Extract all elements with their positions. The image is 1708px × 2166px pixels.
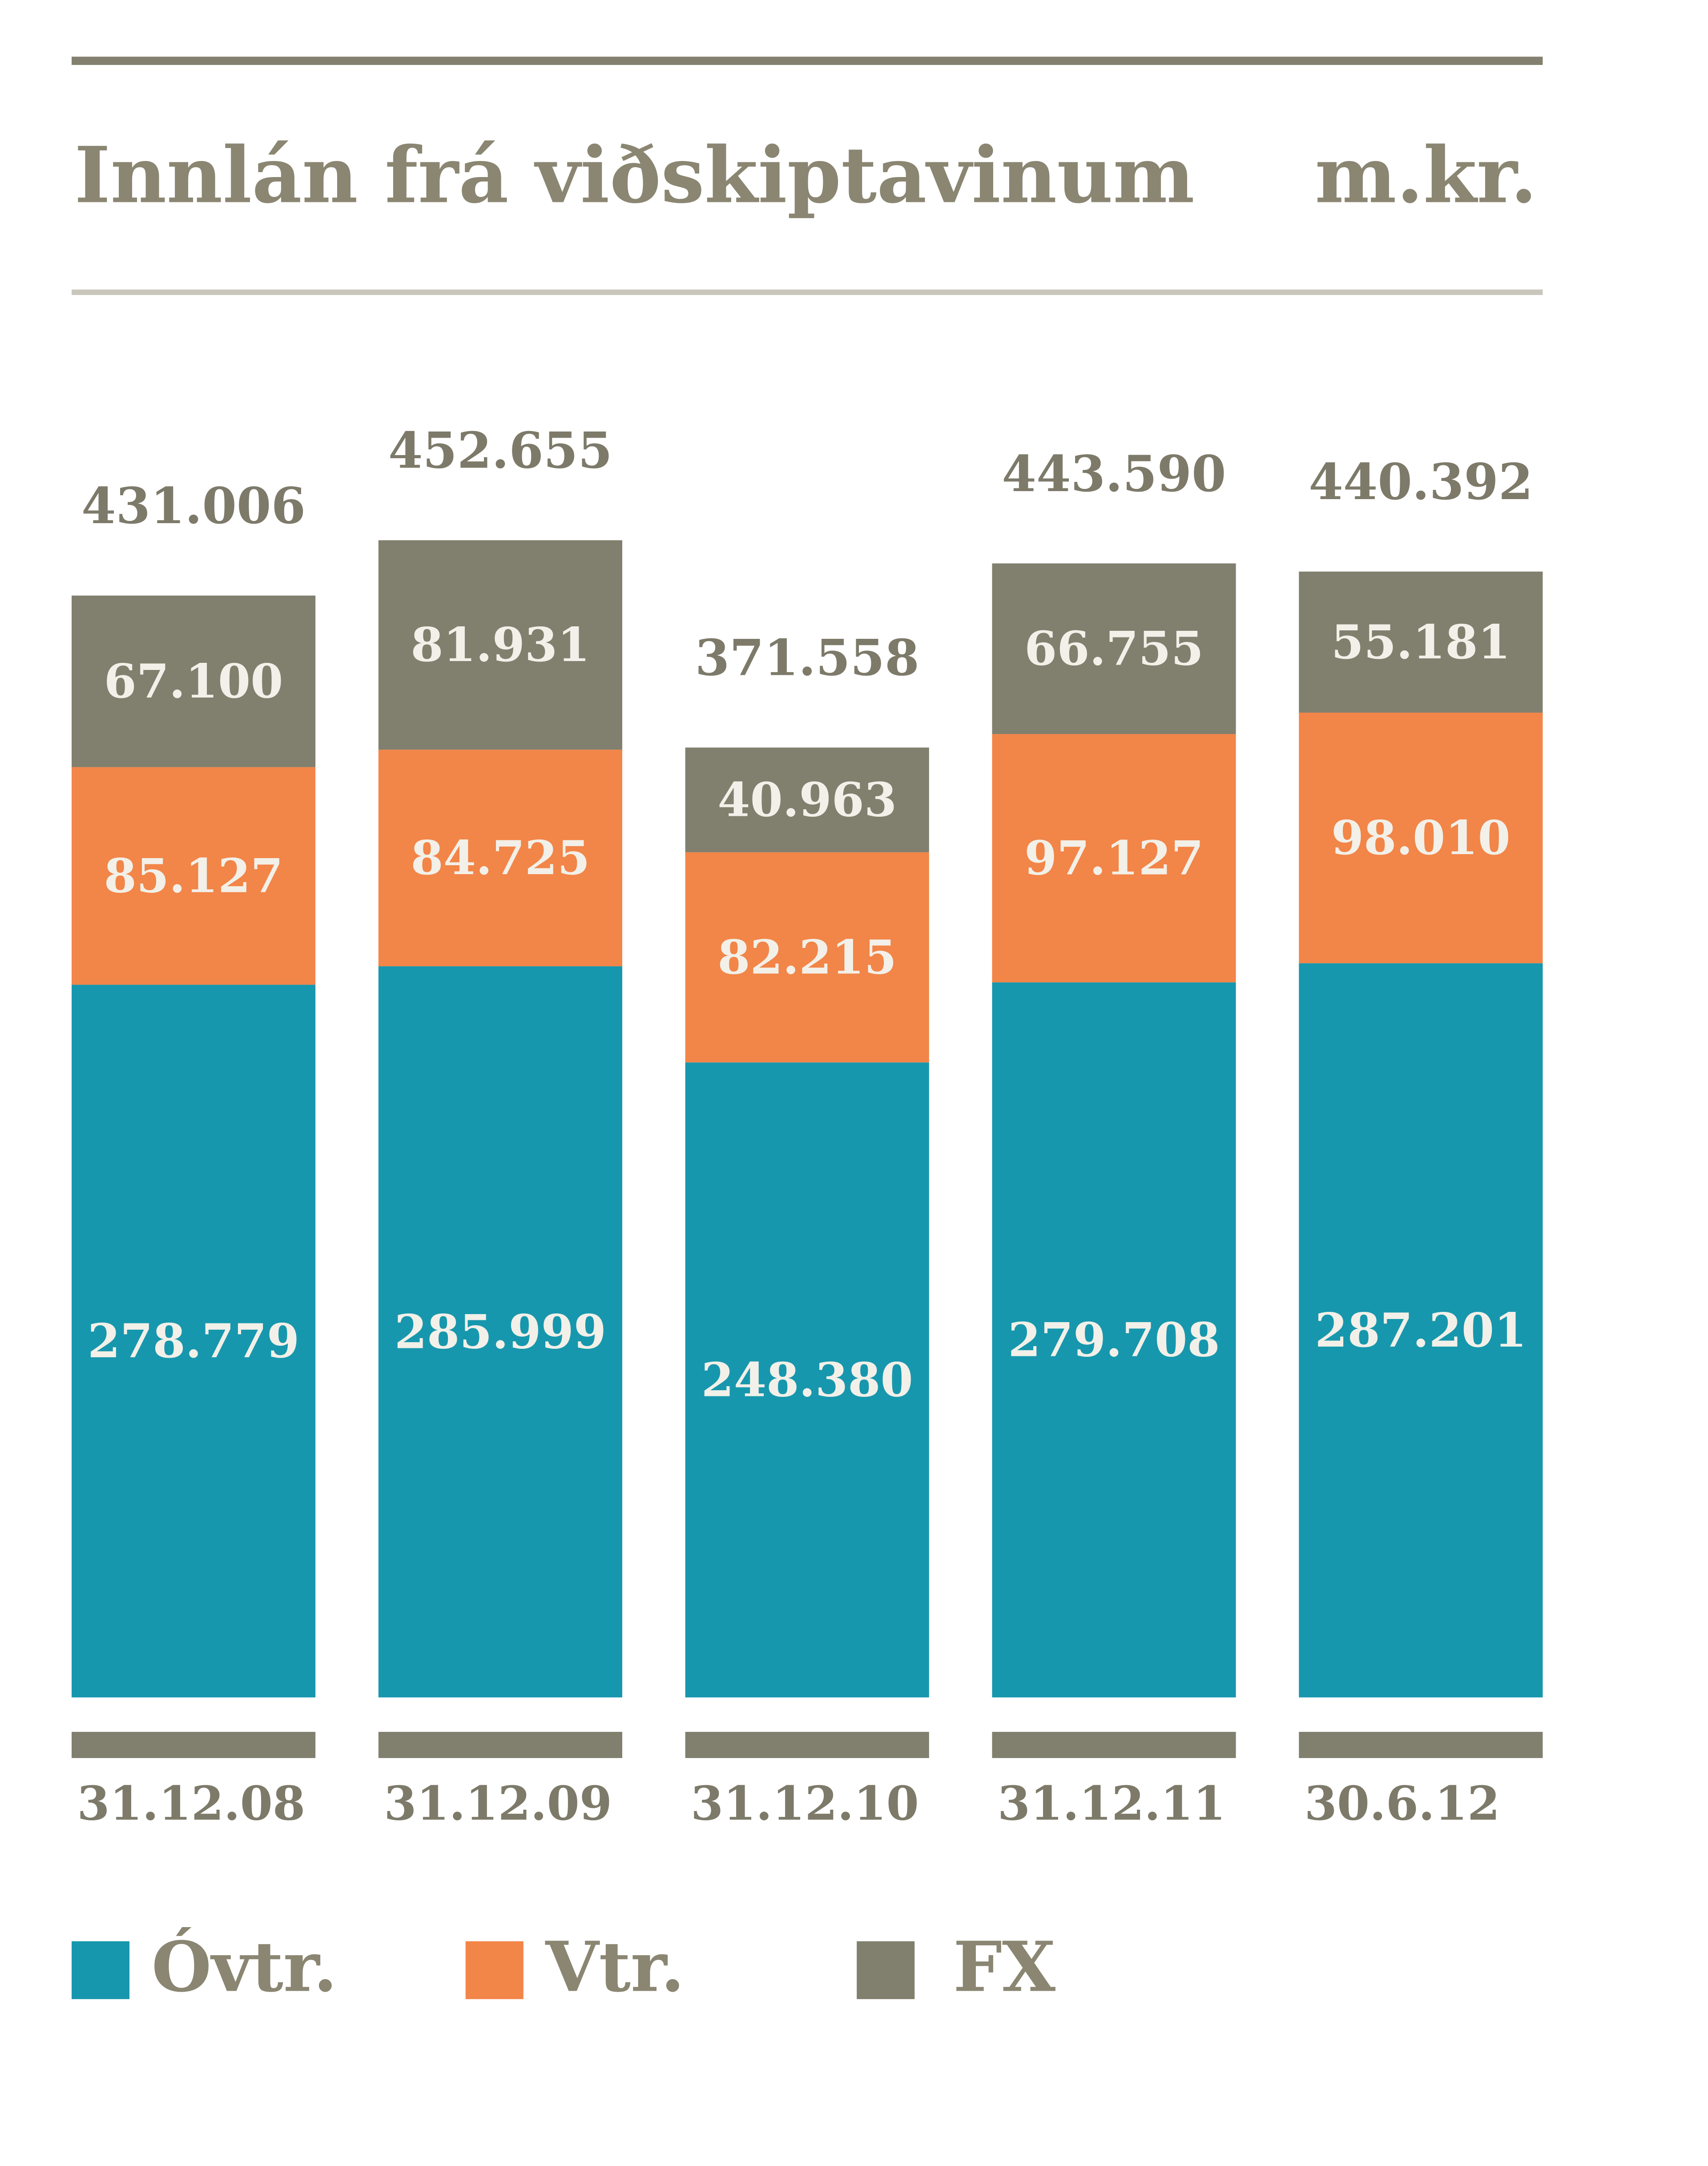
bar-segment	[72, 595, 316, 767]
axis-tab	[992, 1732, 1236, 1758]
x-tick-label: 31.12.09	[384, 1776, 612, 1831]
segment-label: 279.708	[1008, 1312, 1220, 1367]
segment-label: 66.755	[1024, 621, 1204, 676]
legend-label: FX	[953, 1927, 1055, 2008]
axis-tab	[685, 1732, 929, 1758]
bar-segment	[1299, 963, 1543, 1698]
axis-tab	[72, 1732, 316, 1758]
top-rule	[72, 56, 1543, 65]
x-tick-label: 31.12.10	[691, 1776, 919, 1831]
segment-label: 248.380	[701, 1352, 913, 1407]
total-label: 431.006	[81, 477, 306, 535]
segment-label: 84.725	[411, 830, 590, 885]
x-tick-label: 31.12.08	[77, 1776, 305, 1831]
total-label: 371.558	[695, 629, 919, 687]
segment-label: 278.779	[88, 1313, 299, 1368]
segment-label: 285.999	[395, 1304, 606, 1359]
bar-segment	[378, 750, 622, 967]
bar-segment	[685, 852, 929, 1063]
bar-segment	[685, 747, 929, 852]
bar-segment	[72, 984, 316, 1698]
total-label: 443.590	[1002, 445, 1226, 503]
axis-tab	[378, 1732, 622, 1758]
segment-label: 85.127	[104, 848, 283, 903]
bar-segment	[992, 563, 1236, 734]
bar-segment	[685, 1062, 929, 1698]
legend-swatch	[857, 1941, 915, 1999]
x-tick-label: 30.6.12	[1305, 1776, 1500, 1831]
segment-label: 97.127	[1024, 831, 1204, 886]
legend-swatch	[72, 1941, 130, 1999]
bar-segment	[378, 966, 622, 1698]
segment-label: 67.100	[104, 653, 283, 709]
axis-tab	[1299, 1732, 1543, 1758]
segment-label: 55.181	[1331, 614, 1511, 670]
segment-label: 82.215	[717, 929, 897, 984]
bar-segment	[72, 767, 316, 985]
segment-label: 98.010	[1331, 810, 1511, 865]
total-label: 452.655	[388, 422, 612, 480]
unit-label: m.kr.	[1315, 129, 1537, 220]
legend-swatch	[465, 1941, 524, 1999]
bar-segment	[1299, 712, 1543, 964]
bar-segment	[992, 734, 1236, 983]
segment-label: 81.931	[411, 617, 590, 672]
chart-title: Innlán frá viðskiptavinum	[74, 129, 1195, 220]
segment-label: 287.201	[1315, 1303, 1527, 1358]
bar-segment	[992, 982, 1236, 1698]
x-tick-label: 31.12.11	[998, 1776, 1226, 1831]
legend-label: Óvtr.	[152, 1927, 338, 2008]
sub-rule	[72, 289, 1543, 295]
segment-label: 40.963	[717, 772, 897, 827]
bar-segment	[1299, 571, 1543, 713]
legend-label: Vtr.	[545, 1927, 685, 2008]
bar-segment	[378, 540, 622, 750]
total-label: 440.392	[1309, 453, 1533, 511]
